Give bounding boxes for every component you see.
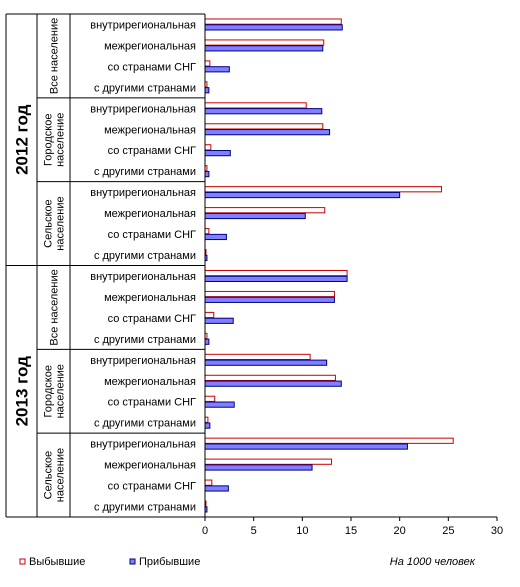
bar-pribyvshie bbox=[204, 150, 231, 157]
category-label: со странами СНГ bbox=[108, 145, 196, 157]
bar-pribyvshie bbox=[204, 212, 306, 220]
bar-vybyvshie bbox=[204, 207, 326, 214]
category-label: внутрирегиональная bbox=[90, 187, 196, 199]
group-label: Городское население bbox=[43, 364, 67, 418]
group-label-line: Городское bbox=[43, 114, 55, 166]
bar-pribyvshie bbox=[204, 338, 210, 345]
category-label: внутрирегиональная bbox=[90, 355, 196, 367]
category-label: внутрирегиональная bbox=[90, 439, 196, 451]
category-label: межрегиональная bbox=[104, 40, 196, 52]
x-tick-label: 5 bbox=[251, 525, 257, 537]
category-label: со странами СНГ bbox=[108, 313, 196, 325]
bar-vybyvshie bbox=[204, 269, 348, 277]
x-tick-label: 0 bbox=[202, 525, 208, 537]
x-tick-label: 30 bbox=[491, 525, 503, 537]
bar-vybyvshie bbox=[204, 395, 216, 402]
category-label: межрегиональная bbox=[104, 376, 196, 388]
category-label: со странами СНГ bbox=[108, 397, 196, 409]
bar-pribyvshie bbox=[204, 87, 210, 94]
group-label-line: Все население bbox=[49, 269, 61, 345]
bar-pribyvshie bbox=[204, 380, 342, 387]
legend-label-vybyvshie: Выбывшие bbox=[29, 556, 85, 568]
legend-label-pribyvshie: Прибывшие bbox=[139, 556, 200, 568]
x-tick-label: 20 bbox=[394, 525, 406, 537]
year-label: 2013 год bbox=[13, 356, 32, 427]
bar-vybyvshie bbox=[204, 437, 454, 444]
x-tick-label: 25 bbox=[442, 525, 454, 537]
bar-vybyvshie bbox=[204, 102, 307, 109]
bar-vybyvshie bbox=[204, 479, 213, 486]
category-label: со странами СНГ bbox=[108, 229, 196, 241]
group-label-line: население bbox=[55, 113, 67, 167]
bar-vybyvshie bbox=[204, 39, 325, 46]
category-label: внутрирегиональная bbox=[90, 103, 196, 115]
bar-pribyvshie bbox=[204, 233, 227, 241]
group-label-line: население bbox=[55, 448, 67, 502]
category-label: с другими странами bbox=[94, 250, 196, 262]
group-label-line: Все население bbox=[49, 18, 61, 94]
category-label: со странами СНГ bbox=[108, 61, 196, 73]
category-label: с другими странами bbox=[94, 166, 196, 178]
bar-pribyvshie bbox=[204, 443, 408, 450]
group-label-line: население bbox=[55, 364, 67, 418]
bar-pribyvshie bbox=[204, 24, 343, 31]
group-label-line: Сельское bbox=[43, 199, 55, 248]
category-label: межрегиональная bbox=[104, 460, 196, 472]
group-label: Сельское население bbox=[43, 448, 67, 502]
category-label: внутрирегиональная bbox=[90, 271, 196, 283]
bar-vybyvshie bbox=[204, 228, 210, 235]
category-label: с другими странами bbox=[94, 82, 196, 94]
bar-vybyvshie bbox=[204, 60, 211, 67]
category-label: межрегиональная bbox=[104, 292, 196, 304]
bar-pribyvshie bbox=[204, 464, 313, 471]
bar-vybyvshie bbox=[204, 374, 336, 381]
legend-swatch-pribyvshie bbox=[129, 558, 136, 565]
group-label: Сельское население bbox=[43, 196, 67, 250]
unit-note: На 1000 человек bbox=[390, 556, 476, 568]
category-label: внутрирегиональная bbox=[90, 19, 196, 31]
bar-pribyvshie bbox=[204, 275, 348, 282]
bar-pribyvshie bbox=[204, 422, 211, 429]
year-label: 2012 год bbox=[13, 104, 32, 175]
bar-pribyvshie bbox=[204, 296, 335, 303]
group-label-line: Сельское bbox=[43, 451, 55, 500]
bar-vybyvshie bbox=[204, 144, 212, 151]
category-label: межрегиональная bbox=[104, 124, 196, 136]
bar-pribyvshie bbox=[204, 170, 210, 178]
x-tick-label: 10 bbox=[296, 525, 308, 537]
bar-pribyvshie bbox=[204, 191, 401, 199]
bar-vybyvshie bbox=[204, 290, 335, 298]
bar-pribyvshie bbox=[204, 129, 331, 136]
group-label-line: Городское bbox=[43, 365, 55, 417]
category-label: с другими странами bbox=[94, 418, 196, 430]
category-label: межрегиональная bbox=[104, 208, 196, 220]
group-label: Городское население bbox=[43, 113, 67, 167]
legend-swatch-vybyvshie bbox=[19, 558, 26, 565]
category-label: с другими странами bbox=[94, 334, 196, 346]
bar-pribyvshie bbox=[204, 45, 324, 52]
bar-pribyvshie bbox=[204, 359, 328, 366]
bar-pribyvshie bbox=[204, 66, 230, 73]
bar-vybyvshie bbox=[204, 311, 215, 319]
category-label: с другими странами bbox=[94, 502, 196, 514]
category-label: со странами СНГ bbox=[108, 481, 196, 493]
bar-pribyvshie bbox=[204, 317, 234, 324]
bar-pribyvshie bbox=[204, 108, 323, 115]
x-tick-label: 15 bbox=[345, 525, 357, 537]
group-label: Все население bbox=[49, 269, 61, 345]
bar-vybyvshie bbox=[204, 186, 443, 193]
bar-vybyvshie bbox=[204, 18, 342, 25]
bar-pribyvshie bbox=[204, 401, 235, 408]
bar-vybyvshie bbox=[204, 123, 324, 130]
bar-vybyvshie bbox=[204, 353, 311, 361]
bar-vybyvshie bbox=[204, 458, 333, 465]
bar-pribyvshie bbox=[204, 485, 229, 492]
group-label-line: население bbox=[55, 196, 67, 250]
group-label: Все население bbox=[49, 18, 61, 94]
